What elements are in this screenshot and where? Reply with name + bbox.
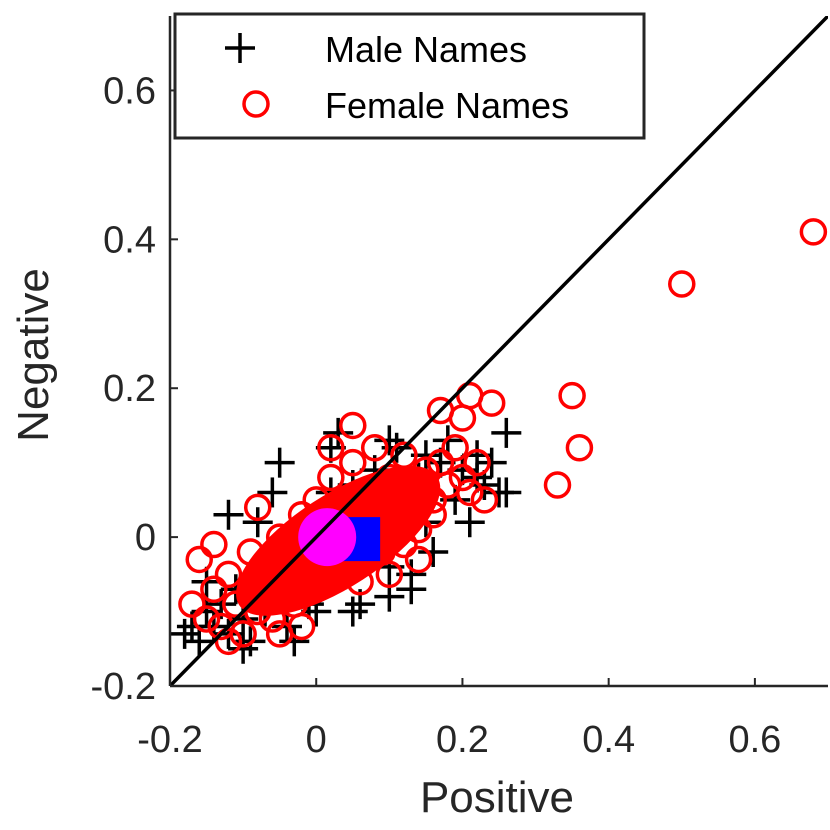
female-point — [470, 486, 499, 514]
legend: Male Names Female Names — [173, 12, 646, 140]
male-point — [491, 417, 522, 448]
female-point — [339, 448, 367, 477]
female-point — [477, 389, 506, 417]
female-point — [317, 463, 345, 492]
x-tick-label: -0.2 — [137, 719, 202, 761]
y-axis-title: Negative — [9, 268, 58, 442]
male-point — [170, 618, 200, 649]
female-point — [448, 463, 477, 492]
legend-male-marker — [225, 33, 255, 63]
female-point — [192, 605, 221, 633]
female-point — [185, 545, 213, 574]
female-point — [200, 575, 228, 603]
female-point — [456, 478, 484, 507]
legend-female-marker — [242, 90, 270, 118]
female-point — [339, 411, 367, 440]
female-point — [317, 434, 345, 462]
male-point — [469, 470, 500, 500]
male-point — [315, 432, 346, 463]
axes: -0.2 0 0.2 0.4 0.6 -0.2 0 0.2 0.4 0.6 — [91, 16, 828, 761]
plot-marks — [170, 16, 828, 686]
male-point — [425, 447, 456, 478]
female-point — [543, 471, 572, 499]
x-tick-label: 0 — [306, 719, 327, 761]
x-tick-label: 0.6 — [728, 719, 781, 761]
male-point — [476, 447, 507, 478]
male-point — [184, 626, 215, 657]
x-tick-label: 0.2 — [436, 719, 489, 761]
male-point — [418, 537, 449, 567]
female-point — [441, 434, 469, 462]
male-point — [454, 507, 485, 538]
male-point — [228, 633, 259, 664]
male-point — [462, 462, 493, 493]
female-point — [214, 560, 243, 589]
y-tick-label: 0.2 — [103, 368, 156, 410]
male-point — [264, 447, 295, 478]
x-axis-title: Positive — [420, 773, 574, 822]
female-point — [668, 270, 696, 298]
female-point — [287, 612, 316, 641]
y-tick-label: -0.2 — [91, 666, 156, 708]
female-point — [360, 434, 389, 462]
legend-male-label: Male Names — [325, 29, 527, 70]
female-point — [448, 404, 477, 432]
y-tick-label: 0 — [135, 517, 156, 559]
female-point — [229, 620, 257, 648]
male-point — [337, 596, 368, 627]
male-point — [213, 499, 244, 530]
female-point — [558, 381, 586, 410]
male-point — [374, 425, 405, 456]
male-point — [396, 574, 427, 605]
male-point — [491, 477, 522, 508]
female-point — [200, 530, 228, 559]
legend-female-label: Female Names — [325, 85, 569, 126]
male-point — [242, 507, 273, 538]
male-point — [257, 477, 288, 508]
female-point — [375, 560, 404, 589]
female-point — [404, 545, 433, 574]
female-point — [565, 434, 594, 462]
female-point — [463, 448, 491, 477]
male-point — [323, 417, 354, 448]
y-tick-label: 0.6 — [103, 70, 156, 112]
female-point — [799, 218, 828, 246]
female-point — [178, 590, 206, 618]
y-tick-label: 0.4 — [103, 219, 156, 261]
mean-circle-marker — [298, 508, 357, 567]
x-tick-label: 0.4 — [582, 719, 635, 761]
female-point — [243, 493, 272, 522]
male-point — [279, 626, 310, 657]
identity-line — [170, 16, 828, 686]
female-point — [214, 627, 243, 656]
